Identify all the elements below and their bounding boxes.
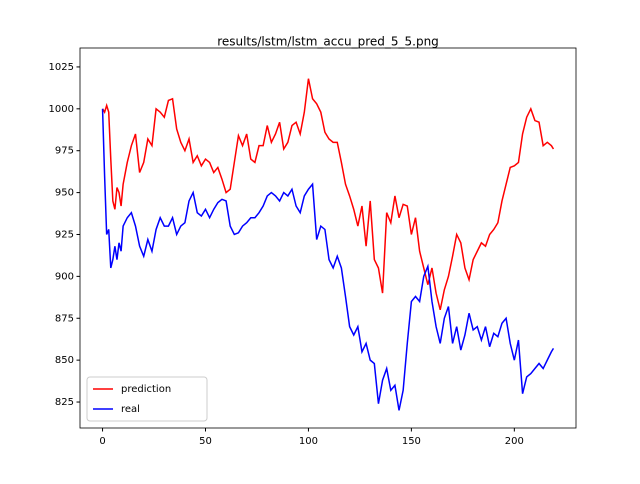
- legend-box: [86, 376, 208, 422]
- y-tick-label: 900: [55, 271, 74, 282]
- x-tick-label: 0: [99, 436, 105, 447]
- legend-label: prediction: [121, 384, 171, 395]
- x-tick-label: 150: [402, 436, 421, 447]
- x-tick-label: 100: [299, 436, 318, 447]
- y-tick-label: 1000: [49, 104, 74, 115]
- data-line: [101, 108, 555, 411]
- data-line: [101, 78, 555, 311]
- y-tick-label: 825: [55, 397, 74, 408]
- y-tick-label: 875: [55, 313, 74, 324]
- legend-label: real: [121, 404, 140, 415]
- y-tick-label: 850: [55, 355, 74, 366]
- y-tick-label: 975: [55, 146, 74, 157]
- chart-title: results/lstm/lstm_accu_pred_5_5.png: [217, 35, 439, 49]
- y-tick-label: 950: [55, 188, 74, 199]
- plot-frame: [79, 47, 577, 429]
- x-tick-label: 200: [505, 436, 524, 447]
- y-tick-label: 1025: [49, 62, 74, 73]
- y-tick-label: 925: [55, 229, 74, 240]
- x-tick-label: 50: [199, 436, 212, 447]
